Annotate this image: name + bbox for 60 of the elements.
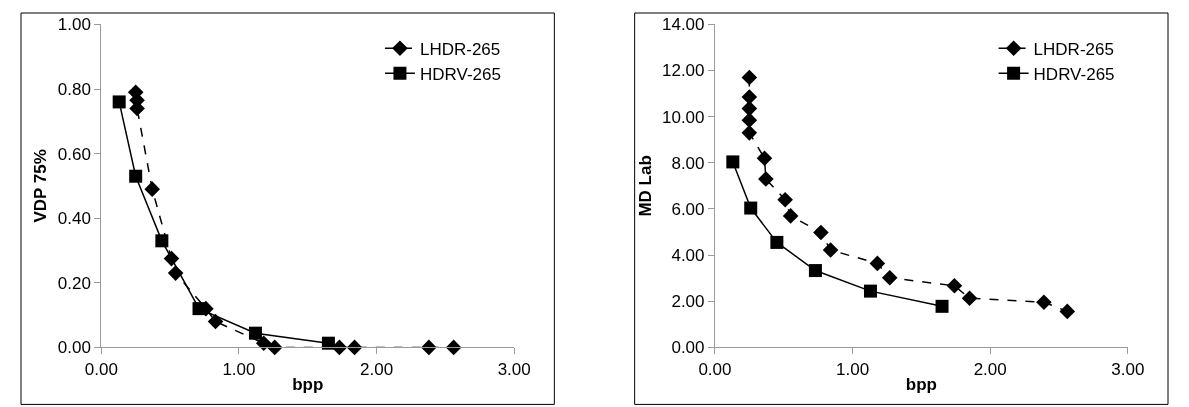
point xyxy=(741,100,758,117)
y-tick-label: 0.60 xyxy=(57,144,91,164)
x-tick-label: 2.00 xyxy=(360,359,394,379)
y-axis-title: VDP 75% xyxy=(31,149,51,223)
point xyxy=(813,224,829,241)
y-tick-label: 0.00 xyxy=(57,338,91,358)
point xyxy=(881,269,898,286)
legend-label: LHDR-265 xyxy=(419,39,501,59)
point xyxy=(822,242,839,258)
x-axis-title: bpp xyxy=(905,375,937,395)
x-tick-label: 3.00 xyxy=(497,359,531,379)
point xyxy=(869,255,886,272)
point xyxy=(192,302,206,316)
point xyxy=(782,208,799,224)
y-tick-label: 0.20 xyxy=(57,273,91,293)
point xyxy=(741,69,758,86)
x-axis-title: bpp xyxy=(292,375,324,395)
point xyxy=(777,191,793,208)
point xyxy=(758,171,774,187)
x-tick-label: 1.00 xyxy=(222,359,256,379)
legend-label: LHDR-265 xyxy=(1033,39,1114,59)
point xyxy=(144,181,161,197)
point xyxy=(961,290,978,307)
x-tick-label: 0.00 xyxy=(698,359,732,379)
point xyxy=(756,150,773,167)
point xyxy=(129,169,143,183)
point xyxy=(167,265,184,281)
point xyxy=(770,235,784,249)
point xyxy=(248,326,262,340)
legend-label: HDRV-265 xyxy=(1033,64,1115,84)
point xyxy=(863,284,877,298)
point xyxy=(741,125,758,141)
y-tick-label: 4.00 xyxy=(671,246,705,266)
point xyxy=(155,234,169,248)
y-tick-label: 0.40 xyxy=(57,209,91,229)
point xyxy=(741,112,758,128)
point xyxy=(808,264,822,278)
x-tick-label: 3.00 xyxy=(1111,359,1145,379)
y-tick-label: 6.00 xyxy=(671,199,705,219)
point xyxy=(726,155,740,169)
y-tick-label: 12.00 xyxy=(661,61,705,81)
y-axis-title: MD Lab xyxy=(635,155,655,217)
point xyxy=(1059,303,1076,320)
y-tick-label: 1.00 xyxy=(57,15,91,35)
y-tick-label: 0.80 xyxy=(57,79,91,99)
y-tick-label: 0.00 xyxy=(671,338,705,358)
point xyxy=(744,201,758,215)
y-tick-label: 14.00 xyxy=(661,15,705,35)
point xyxy=(1036,294,1052,310)
point xyxy=(741,89,758,105)
point xyxy=(946,278,963,294)
y-tick-label: 8.00 xyxy=(671,153,705,173)
legend-label: HDRV-265 xyxy=(419,64,501,84)
y-tick-label: 2.00 xyxy=(671,292,705,312)
point xyxy=(112,95,126,109)
x-tick-label: 1.00 xyxy=(836,359,870,379)
x-tick-label: 0.00 xyxy=(84,359,118,379)
x-tick-label: 2.00 xyxy=(973,359,1007,379)
y-tick-label: 10.00 xyxy=(661,107,705,127)
point xyxy=(935,299,949,313)
